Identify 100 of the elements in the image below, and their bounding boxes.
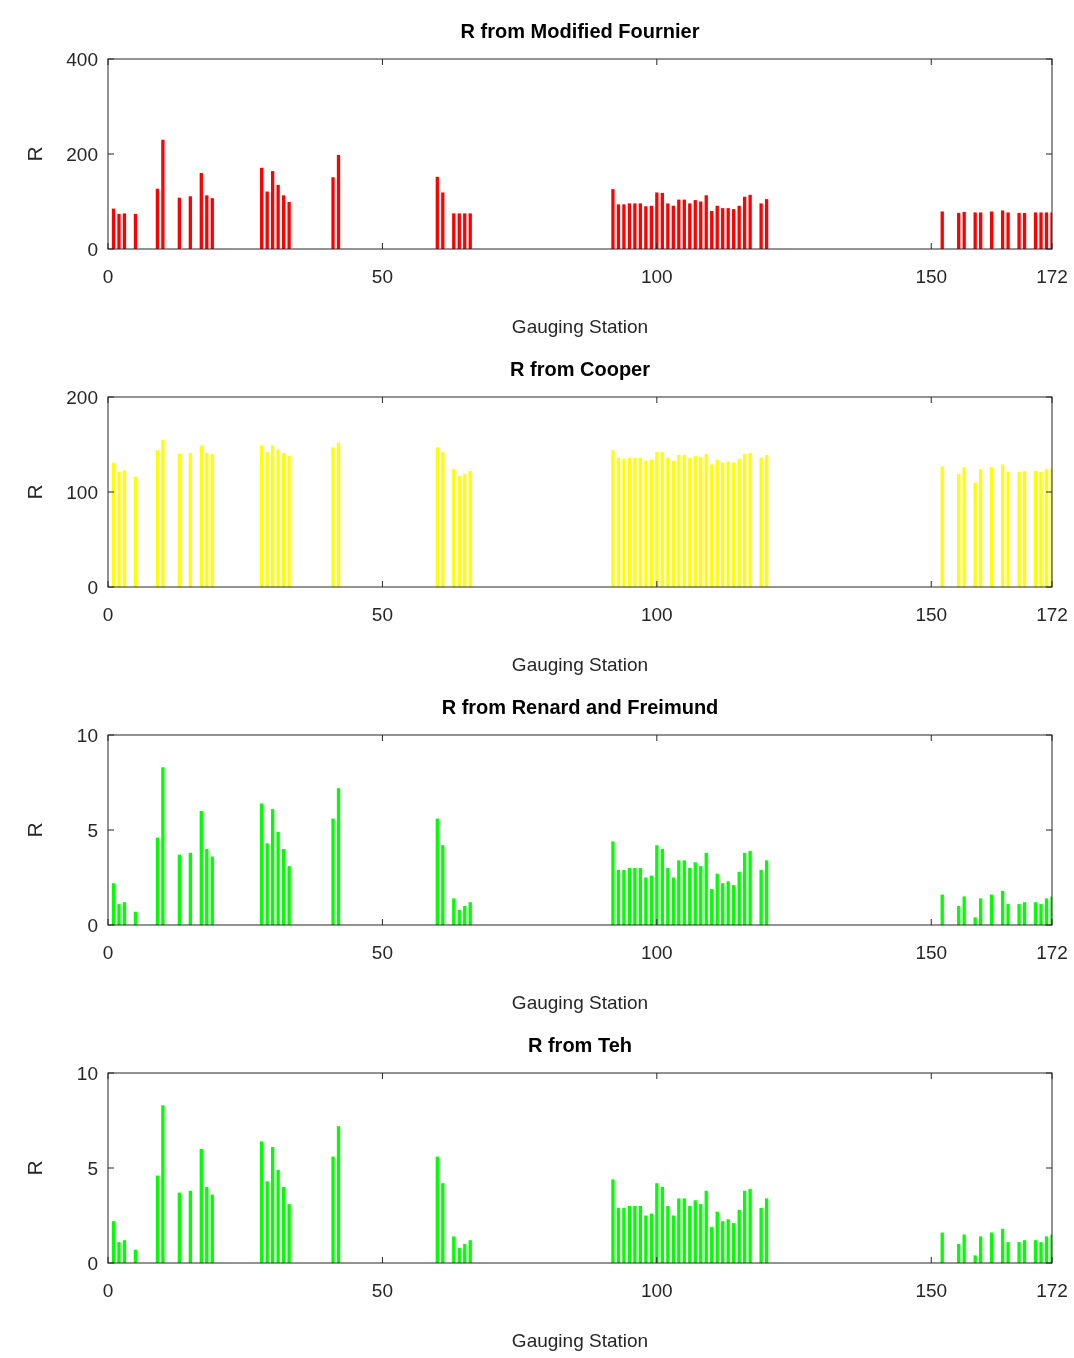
bar bbox=[644, 877, 648, 925]
bar bbox=[287, 866, 291, 925]
x-tick-label: 150 bbox=[915, 1280, 948, 1301]
bar bbox=[622, 458, 626, 587]
y-tick-label: 0 bbox=[87, 915, 98, 936]
x-axis-title: Gauging Station bbox=[511, 654, 649, 675]
bar bbox=[704, 454, 708, 587]
bar bbox=[715, 459, 719, 587]
x-tick-label: 50 bbox=[371, 266, 393, 287]
bar bbox=[764, 454, 769, 587]
chart-title: R from Modified Fournier bbox=[460, 20, 700, 42]
bar bbox=[611, 450, 615, 587]
y-axis-title: R bbox=[23, 1160, 46, 1176]
x-tick-label: 150 bbox=[915, 942, 948, 963]
bar bbox=[435, 1156, 439, 1263]
x-tick-label: 50 bbox=[371, 1280, 393, 1301]
x-tick-label: 0 bbox=[102, 266, 114, 287]
bar bbox=[452, 213, 456, 249]
x-tick-label: 0 bbox=[102, 604, 114, 625]
bar bbox=[644, 460, 648, 587]
chart-title: R from Cooper bbox=[510, 358, 651, 380]
bar bbox=[457, 475, 461, 587]
bar bbox=[155, 1175, 160, 1263]
bar bbox=[199, 1149, 203, 1263]
bar bbox=[721, 462, 725, 587]
bar bbox=[957, 473, 961, 587]
bar bbox=[188, 453, 192, 587]
x-tick-label: 172 bbox=[1036, 1280, 1068, 1301]
bar bbox=[441, 845, 445, 925]
bar bbox=[726, 461, 730, 587]
bar bbox=[331, 177, 335, 249]
y-tick-label: 0 bbox=[87, 1253, 98, 1274]
bar bbox=[973, 212, 977, 249]
bar bbox=[638, 457, 643, 587]
bar bbox=[611, 189, 615, 249]
x-tick-label: 172 bbox=[1036, 266, 1068, 287]
bar bbox=[1017, 1242, 1021, 1263]
bar bbox=[1017, 904, 1021, 925]
bar bbox=[616, 869, 621, 925]
bar bbox=[199, 173, 203, 249]
bar bbox=[710, 464, 714, 587]
y-axis-title: R bbox=[23, 146, 46, 162]
x-tick-label: 100 bbox=[640, 266, 673, 287]
bar bbox=[616, 457, 621, 587]
bar bbox=[188, 196, 192, 249]
bar bbox=[699, 1204, 703, 1263]
bar bbox=[633, 1206, 637, 1263]
bar bbox=[1022, 471, 1027, 587]
bar bbox=[452, 469, 456, 587]
bar bbox=[161, 1105, 165, 1263]
bar bbox=[281, 1187, 286, 1263]
bar bbox=[271, 171, 275, 249]
bar bbox=[748, 1188, 752, 1263]
x-tick-label: 172 bbox=[1036, 604, 1068, 625]
bar bbox=[468, 213, 472, 249]
bar bbox=[205, 1187, 209, 1263]
bar bbox=[271, 445, 275, 587]
x-tick-label: 50 bbox=[371, 942, 393, 963]
chart-title: R from Teh bbox=[527, 1034, 633, 1056]
bar bbox=[336, 442, 341, 587]
bar bbox=[199, 445, 203, 587]
bar bbox=[336, 1126, 341, 1263]
bar bbox=[973, 482, 977, 587]
bar bbox=[748, 453, 752, 587]
bar bbox=[457, 213, 461, 249]
bar bbox=[1017, 472, 1021, 587]
bar bbox=[287, 201, 291, 249]
bar bbox=[287, 455, 291, 587]
bar bbox=[1017, 212, 1021, 249]
bar bbox=[682, 454, 686, 587]
bar bbox=[331, 1156, 335, 1263]
bar bbox=[1006, 904, 1010, 925]
bar bbox=[627, 203, 632, 249]
bar bbox=[759, 457, 763, 587]
bar bbox=[276, 449, 280, 587]
bar bbox=[265, 1181, 269, 1263]
bar bbox=[693, 1200, 697, 1263]
bar bbox=[260, 803, 264, 925]
bar bbox=[287, 1204, 291, 1263]
bar bbox=[979, 469, 983, 587]
bar bbox=[616, 1207, 621, 1263]
bar bbox=[677, 1198, 681, 1263]
y-tick-label: 5 bbox=[87, 1158, 98, 1179]
y-tick-label: 0 bbox=[87, 577, 98, 598]
bar bbox=[122, 213, 127, 249]
bar bbox=[281, 849, 286, 925]
bar bbox=[276, 1169, 280, 1263]
bar bbox=[633, 457, 637, 587]
bar bbox=[666, 457, 670, 587]
bar bbox=[260, 167, 264, 249]
bar bbox=[748, 850, 752, 925]
bar bbox=[265, 843, 269, 925]
bar bbox=[281, 453, 286, 587]
bar bbox=[737, 458, 741, 587]
bar bbox=[468, 471, 472, 587]
bar bbox=[177, 854, 181, 925]
bar bbox=[616, 204, 621, 249]
x-tick-label: 0 bbox=[102, 1280, 114, 1301]
bar bbox=[205, 453, 209, 587]
bar bbox=[622, 204, 626, 249]
